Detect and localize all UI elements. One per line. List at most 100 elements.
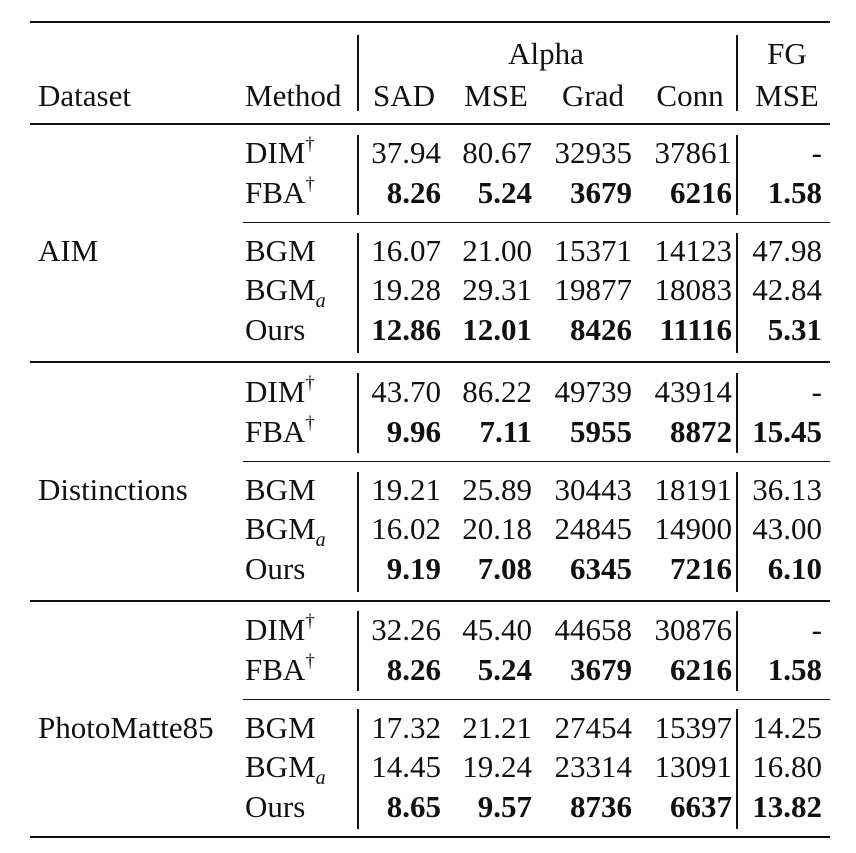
header-fg-mse: MSE bbox=[755, 78, 819, 113]
cell-fg-mse: 13.82 bbox=[752, 789, 822, 824]
cell-sad: 16.02 bbox=[371, 511, 441, 546]
cell-conn: 15397 bbox=[654, 710, 733, 745]
vrule bbox=[736, 135, 738, 215]
method-label: FBA† bbox=[245, 174, 315, 210]
cell-conn: 14123 bbox=[654, 233, 733, 268]
header-vrule-fg bbox=[736, 35, 738, 111]
cell-grad: 27454 bbox=[554, 710, 633, 745]
header-mse: MSE bbox=[464, 78, 528, 113]
cell-mse: 80.67 bbox=[462, 135, 532, 170]
cell-conn: 8872 bbox=[670, 414, 732, 449]
dagger-mark: † bbox=[305, 611, 315, 632]
cell-sad: 19.28 bbox=[371, 272, 441, 307]
cell-grad: 44658 bbox=[554, 612, 633, 647]
method-label: Ours bbox=[245, 551, 306, 586]
dataset-label: AIM bbox=[38, 233, 99, 268]
header-rule bbox=[30, 123, 830, 125]
cell-conn: 6637 bbox=[670, 789, 732, 824]
cell-mse: 5.24 bbox=[477, 175, 532, 210]
cell-mse: 9.57 bbox=[477, 789, 532, 824]
cell-fg-mse: 14.25 bbox=[752, 710, 822, 745]
dataset-label: PhotoMatte85 bbox=[38, 710, 214, 745]
header-grad: Grad bbox=[562, 78, 624, 113]
distinctions-mid-rule bbox=[243, 461, 830, 462]
cell-conn: 18191 bbox=[654, 472, 733, 507]
cell-sad: 43.70 bbox=[371, 374, 441, 409]
method-label: BGMa bbox=[245, 511, 326, 551]
method-label: DIM† bbox=[245, 373, 315, 409]
method-label: FBA† bbox=[245, 413, 315, 449]
vrule bbox=[357, 135, 359, 215]
vrule bbox=[357, 472, 359, 592]
vrule bbox=[357, 709, 359, 829]
cell-fg-mse: 36.13 bbox=[752, 472, 822, 507]
header-sad: SAD bbox=[372, 78, 435, 113]
method-label: BGM bbox=[245, 710, 316, 745]
cell-mse: 5.24 bbox=[477, 652, 532, 687]
cell-grad: 49739 bbox=[554, 374, 633, 409]
cell-fg-mse: 5.31 bbox=[767, 312, 822, 347]
method-subscript: a bbox=[315, 767, 326, 789]
method-subscript: a bbox=[315, 290, 326, 312]
cell-conn: 14900 bbox=[654, 511, 733, 546]
photomatte-mid-rule bbox=[243, 699, 830, 700]
cell-grad: 6345 bbox=[570, 551, 632, 586]
cell-mse: 20.18 bbox=[462, 511, 532, 546]
method-label: BGMa bbox=[245, 272, 326, 312]
header-vrule-method bbox=[357, 35, 359, 111]
bottom-rule bbox=[30, 836, 830, 838]
dagger-mark: † bbox=[305, 413, 315, 434]
method-label: FBA† bbox=[245, 651, 315, 687]
cell-grad: 24845 bbox=[554, 511, 633, 546]
cell-fg-mse: 1.58 bbox=[767, 652, 822, 687]
cell-conn: 13091 bbox=[654, 749, 733, 784]
cell-fg-mse: 43.00 bbox=[752, 511, 822, 546]
vrule bbox=[736, 373, 738, 453]
method-label: Ours bbox=[245, 789, 306, 824]
cell-sad: 17.32 bbox=[371, 710, 441, 745]
cell-conn: 6216 bbox=[670, 175, 732, 210]
cell-sad: 9.19 bbox=[386, 551, 441, 586]
header-method: Method bbox=[245, 78, 342, 113]
dagger-mark: † bbox=[305, 373, 315, 394]
cell-fg-mse: - bbox=[811, 612, 822, 647]
header-dataset: Dataset bbox=[38, 78, 131, 113]
cell-mse: 86.22 bbox=[462, 374, 532, 409]
cell-grad: 15371 bbox=[554, 233, 633, 268]
method-label: DIM† bbox=[245, 134, 315, 170]
cell-grad: 5955 bbox=[570, 414, 632, 449]
method-label: DIM† bbox=[245, 611, 315, 647]
method-label: BGM bbox=[245, 233, 316, 268]
cell-grad: 30443 bbox=[554, 472, 633, 507]
top-rule bbox=[30, 21, 830, 23]
cell-mse: 21.21 bbox=[462, 710, 532, 745]
cell-fg-mse: 1.58 bbox=[767, 175, 822, 210]
dagger-mark: † bbox=[305, 134, 315, 155]
cell-conn: 30876 bbox=[654, 612, 733, 647]
cell-sad: 8.26 bbox=[386, 175, 441, 210]
cell-sad: 37.94 bbox=[371, 135, 441, 170]
vrule bbox=[357, 233, 359, 353]
method-label: BGMa bbox=[245, 749, 326, 789]
vrule bbox=[357, 611, 359, 691]
method-subscript: a bbox=[315, 529, 326, 551]
cell-mse: 7.08 bbox=[477, 551, 532, 586]
cell-fg-mse: 16.80 bbox=[752, 749, 822, 784]
cell-mse: 21.00 bbox=[462, 233, 532, 268]
aim-end-rule bbox=[30, 361, 830, 363]
method-label: BGM bbox=[245, 472, 316, 507]
cell-grad: 3679 bbox=[570, 175, 632, 210]
cell-conn: 6216 bbox=[670, 652, 732, 687]
cell-sad: 14.45 bbox=[371, 749, 441, 784]
cell-grad: 23314 bbox=[554, 749, 633, 784]
dataset-label: Distinctions bbox=[38, 472, 188, 507]
cell-conn: 37861 bbox=[654, 135, 733, 170]
vrule bbox=[736, 709, 738, 829]
cell-sad: 12.86 bbox=[371, 312, 441, 347]
cell-grad: 8736 bbox=[570, 789, 632, 824]
distinctions-end-rule bbox=[30, 600, 830, 602]
method-label: Ours bbox=[245, 312, 306, 347]
cell-fg-mse: 6.10 bbox=[767, 551, 822, 586]
header-fg: FG bbox=[767, 36, 807, 71]
vrule bbox=[357, 373, 359, 453]
